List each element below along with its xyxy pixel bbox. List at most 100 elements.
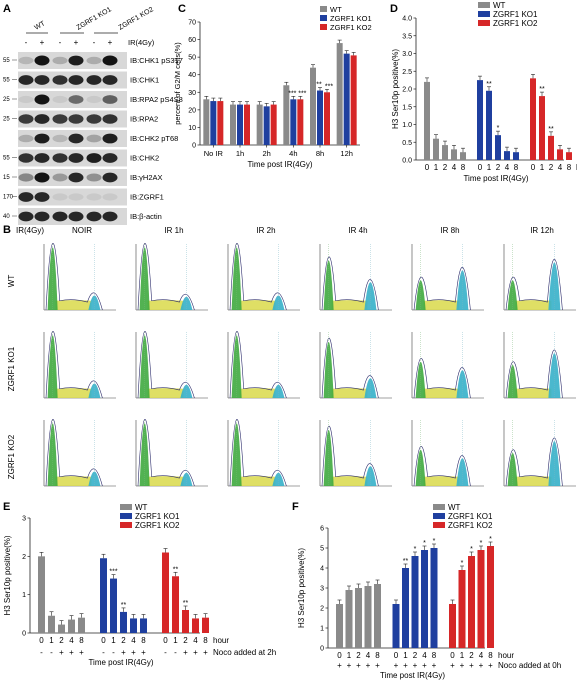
flow-outline [229, 243, 287, 311]
y-axis-label: percent of G2/M cells(%) [173, 42, 182, 125]
y-tick-label: 0.5 [402, 140, 412, 147]
y-tick-label: 70 [188, 20, 196, 27]
significance-star: ** [183, 600, 189, 607]
blot-band [86, 153, 102, 163]
panel-c-letter: C [178, 3, 186, 15]
panel-e-chart: E 01230-1-2+4+8+0-***1-**2+4+8+0-**1-**2… [3, 501, 276, 667]
legend-swatch [120, 504, 132, 510]
x-tick-label: 4 [366, 651, 371, 660]
legend-label: WT [330, 5, 342, 14]
bar [424, 81, 430, 160]
x-tick-label: 0 [450, 651, 455, 660]
bar [442, 145, 448, 160]
legend-label: ZGRF1 KO2 [493, 19, 538, 28]
blot-band [18, 173, 34, 182]
flow-s-phase [55, 300, 92, 310]
legend-swatch [320, 6, 327, 12]
x-tick-label: 2 [496, 163, 501, 172]
bar [237, 104, 243, 145]
blot-band [52, 193, 68, 201]
legend-label: WT [135, 503, 148, 512]
significance-star: * [470, 546, 473, 553]
bar [495, 135, 501, 160]
blot-treatment-label: IR(4Gy) [128, 38, 155, 47]
bar [230, 104, 236, 145]
x-tick-label: 8 [79, 636, 84, 645]
blot-band [34, 94, 50, 105]
x-tick-label: 8 [461, 163, 466, 172]
blot-band [68, 95, 84, 104]
blot-band [68, 193, 84, 201]
bar [78, 617, 85, 633]
y-tick-label: 20 [188, 107, 196, 114]
blot-band [86, 193, 102, 201]
x-tick-label: 2 [183, 636, 188, 645]
treatment-mark: - [59, 38, 62, 47]
x-tick-label: 1 [434, 163, 439, 172]
significance-star: * [423, 540, 426, 547]
blot-antibody-label: IB:RPA2 [130, 115, 158, 124]
y-tick-label: 2.0 [402, 87, 412, 94]
x-tick-label: 1 [403, 651, 408, 660]
blot-band [86, 173, 102, 182]
x-tick-label: 4 [69, 636, 74, 645]
flow-outline [137, 419, 195, 487]
bar [263, 106, 270, 145]
flow-g2-peak [180, 384, 193, 398]
legend-label: ZGRF1 KO1 [448, 512, 493, 521]
bar [458, 570, 466, 648]
flow-outline [229, 331, 287, 399]
flow-outline [413, 446, 471, 487]
bar [172, 576, 179, 633]
blot-band [102, 133, 118, 144]
treatment-mark: + [74, 38, 79, 47]
significance-star: * [497, 125, 500, 132]
flow-s-phase [423, 476, 460, 486]
blot-band [102, 172, 118, 183]
bar [210, 101, 217, 145]
x-tick-label: 1 [460, 651, 465, 660]
blot-band [52, 56, 68, 65]
bar [244, 104, 250, 145]
blot-band [68, 211, 84, 222]
flow-g2-peak [548, 441, 561, 486]
y-tick-label: 0 [22, 631, 26, 638]
y-tick-label: 5 [320, 546, 324, 553]
bar [283, 85, 290, 145]
blot-band [18, 153, 34, 163]
flow-s-phase [55, 476, 92, 486]
x-tick-label: 2h [262, 149, 270, 158]
bar [468, 556, 475, 648]
flow-s-phase [515, 300, 552, 310]
flow-row-label: ZGRF1 KO2 [7, 434, 16, 479]
bar [130, 618, 137, 633]
noco-mark: + [450, 661, 455, 670]
flow-s-phase [147, 388, 184, 398]
x-tick-label: 1 [487, 163, 492, 172]
flow-g2-peak [272, 384, 285, 398]
bar [449, 604, 456, 648]
bar [504, 151, 510, 160]
blot-band [102, 153, 118, 163]
flow-outline [45, 243, 103, 311]
legend-label: WT [493, 1, 506, 10]
y-tick-label: 4.0 [402, 16, 412, 23]
noco-mark: + [59, 648, 64, 657]
blot-band [102, 211, 118, 222]
y-tick-label: 3 [320, 586, 324, 593]
noco-mark: + [203, 648, 208, 657]
blot-band [52, 211, 68, 222]
x-tick-label: 4 [452, 163, 457, 172]
x-tick-label: No IR [204, 149, 224, 158]
blot-band [68, 75, 84, 85]
bar [557, 149, 563, 160]
significance-star: ** [121, 602, 127, 609]
blot-mw-label: 25 [3, 97, 10, 103]
noco-label: Noco added at 2h [213, 648, 276, 657]
flow-column-label: IR 4h [348, 226, 367, 235]
x-axis-label: Time post IR(4Gy) [247, 160, 312, 169]
x-tick-label: 4h [289, 149, 297, 158]
significance-star: ** [539, 86, 545, 93]
noco-mark: + [193, 648, 198, 657]
bar [530, 78, 536, 160]
